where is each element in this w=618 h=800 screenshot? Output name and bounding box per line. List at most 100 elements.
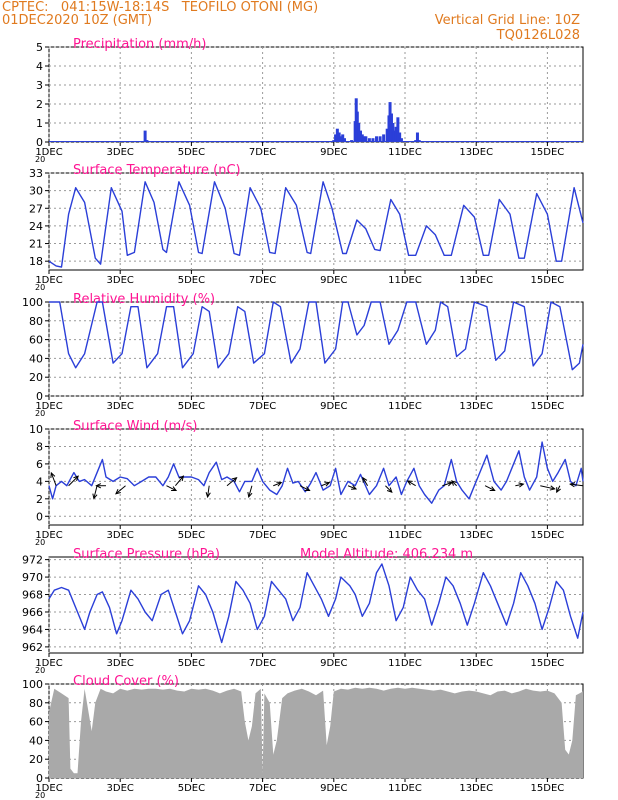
- rh-xtick-label: 13DEC: [459, 401, 493, 412]
- cloud-xtick-label: 1DEC: [35, 783, 62, 794]
- precip-bar: [399, 138, 403, 142]
- wind-arrow-head: [92, 493, 98, 500]
- rh-xtick-label: 9DEC: [320, 401, 347, 412]
- temp-ytick-label: 33: [29, 167, 43, 180]
- precip-bar: [360, 134, 364, 142]
- precip-bar: [396, 117, 400, 142]
- precip-bar: [415, 132, 419, 142]
- wind-title: Surface Wind (m/s): [73, 419, 197, 434]
- cloud-ytick-label: 80: [29, 697, 43, 710]
- wind-arrow-head: [73, 475, 79, 482]
- temp-ytick-label: 27: [29, 202, 43, 215]
- wind-arrow: [442, 482, 453, 487]
- wind-arrow-head: [304, 486, 311, 492]
- pressure-xtick-label: 15DEC: [531, 658, 565, 669]
- precip-frame: [48, 46, 584, 143]
- wind-arrow-head: [386, 487, 393, 493]
- panel-temp: 1DEC 3DEC 5DEC 7DEC 9DEC 11DEC 13DEC 15DEC 20 18 2…: [29, 163, 584, 292]
- temp-ytick-label: 24: [29, 220, 43, 233]
- wind-arrow-head: [489, 486, 496, 492]
- rh-ytick-label: 100: [22, 296, 43, 309]
- wind-arrow-head: [276, 481, 283, 487]
- wind-arrow-head: [406, 480, 413, 486]
- precip-xtick-label: 9DEC: [320, 147, 347, 158]
- wind-arrow-head: [518, 482, 525, 488]
- wind-xtick-label: 5DEC: [178, 530, 205, 541]
- precip-bar: [334, 134, 338, 142]
- wind-arrow: [407, 480, 416, 487]
- temp-xtick-label: 1DEC: [35, 275, 62, 286]
- wind-xtick-label: 13DEC: [459, 530, 493, 541]
- wind-frame: [48, 428, 584, 526]
- wind-arrow-head: [549, 485, 556, 491]
- precip-ytick-label: 1: [36, 117, 43, 130]
- precip-ytick-label: 2: [36, 98, 43, 111]
- precip-bar: [339, 136, 343, 142]
- temp-xtick-label: 11DEC: [388, 275, 422, 286]
- precip-bar: [385, 128, 389, 142]
- wind-arrow: [515, 483, 524, 487]
- temp-xtick-label: 5DEC: [178, 275, 205, 286]
- wind-ytick-label: 10: [29, 423, 43, 436]
- rh-ytick-label: 80: [29, 315, 43, 328]
- precip-bar: [357, 123, 361, 142]
- temp-ytick-label: 21: [29, 238, 43, 251]
- temp-xtick-label: 3DEC: [107, 275, 134, 286]
- rh-ytick-label: 40: [29, 352, 43, 365]
- precip-xtick-label: 1DEC: [35, 147, 62, 158]
- wind-ytick-label: 0: [36, 510, 43, 523]
- pressure-ytick-label: 966: [22, 606, 43, 619]
- model-altitude-label: Model Altitude: 406.234 m: [300, 547, 473, 562]
- wind-arrow: [484, 485, 495, 491]
- pressure-xtick-label: 1DEC: [35, 658, 62, 669]
- rh-ytick-label: 20: [29, 371, 43, 384]
- pressure-frame: [48, 556, 584, 654]
- rh-ytick-label: 0: [36, 390, 43, 403]
- precip-bar: [342, 138, 346, 142]
- precip-bar: [394, 126, 398, 142]
- cloud-x-fragment: 20: [35, 791, 45, 800]
- wind-arrow: [362, 477, 369, 486]
- wind-arrow: [207, 485, 210, 497]
- cloud-xtick-label: 13DEC: [459, 783, 493, 794]
- rh-xtick-label: 5DEC: [178, 401, 205, 412]
- precip-ytick-label: 0: [36, 136, 43, 149]
- wind-arrow: [273, 482, 282, 487]
- precip-xtick-label: 3DEC: [107, 147, 134, 158]
- rh-xtick-label: 1DEC: [35, 401, 62, 412]
- wind-arrow: [321, 482, 330, 487]
- wind-arrow-head: [451, 480, 457, 486]
- wind-arrow: [299, 485, 310, 491]
- wind-arrow: [226, 477, 237, 487]
- panel-pressure: 1DEC 3DEC 5DEC 7DEC 9DEC 11DEC 13DEC 15DEC 20 962…: [22, 547, 584, 675]
- wind-ytick-label: 2: [36, 493, 43, 506]
- cloud-xtick-label: 7DEC: [249, 783, 276, 794]
- wind-xtick-label: 9DEC: [320, 530, 347, 541]
- wind-arrow-head: [115, 488, 121, 495]
- precip-bar: [371, 138, 375, 142]
- rh-title: Relative Humidity (%): [73, 292, 215, 307]
- header-station: CPTEC: 041:15W-18:14S TEOFILO OTONI (MG): [2, 0, 319, 15]
- wind-arrow: [347, 485, 357, 490]
- panel-wind: 1DEC 3DEC 5DEC 7DEC 9DEC 11DEC 13DEC 15DEC 20 0 2 4…: [29, 419, 584, 547]
- precip-bar: [375, 136, 379, 142]
- precip-xtick-label: 15DEC: [531, 147, 565, 158]
- precip-xtick-label: 7DEC: [249, 147, 276, 158]
- rh-xtick-label: 3DEC: [107, 401, 134, 412]
- wind-x-fragment: 20: [35, 538, 45, 547]
- cloud-xtick-label: 15DEC: [531, 783, 565, 794]
- wind-xtick-label: 3DEC: [107, 530, 134, 541]
- cloud-ytick-label: 100: [22, 678, 43, 691]
- wind-arrow-head: [324, 481, 331, 487]
- wind-xtick-label: 15DEC: [531, 530, 565, 541]
- wind-arrow-head: [95, 483, 102, 489]
- temp-xtick-label: 15DEC: [531, 275, 565, 286]
- rh-line: [49, 301, 584, 371]
- wind-arrow: [166, 485, 177, 491]
- precip-bar: [382, 134, 386, 142]
- rh-x-fragment: 20: [35, 409, 45, 418]
- wind-arrow: [115, 485, 126, 495]
- cloud-ytick-label: 0: [36, 772, 43, 785]
